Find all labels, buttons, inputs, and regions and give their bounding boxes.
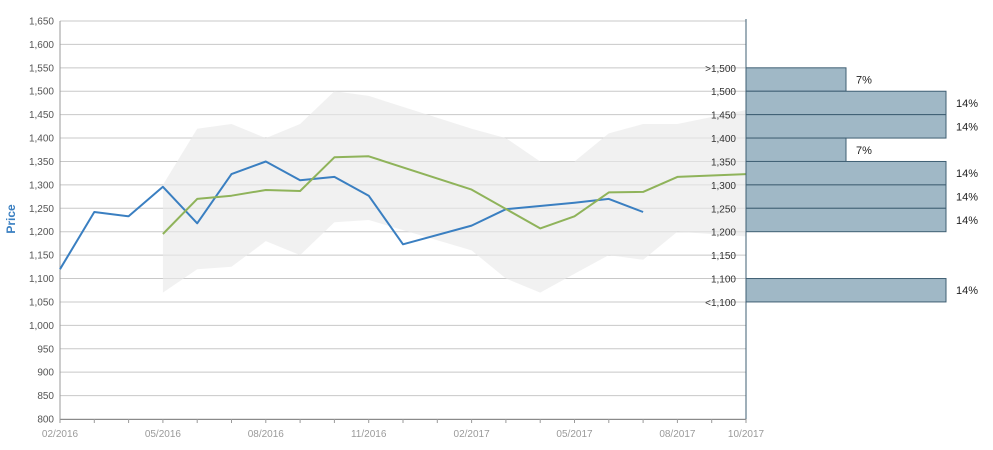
distribution-bar xyxy=(745,278,947,303)
y-tick-label: 1,000 xyxy=(29,321,54,332)
series-line-green xyxy=(162,155,747,235)
distribution-percent-label: 14% xyxy=(956,215,978,227)
distribution-bin-label: 1,250 xyxy=(711,204,736,215)
distribution-bar xyxy=(745,137,847,162)
x-tick-label: 11/2016 xyxy=(351,429,387,440)
distribution-bar xyxy=(745,114,947,139)
y-tick-label: 1,450 xyxy=(29,110,54,121)
y-tick-label: 950 xyxy=(37,344,54,355)
forecast-range-band xyxy=(162,91,746,293)
series-line-blue xyxy=(59,160,644,270)
x-tick-label: 05/2017 xyxy=(556,429,593,440)
distribution-bar xyxy=(745,184,947,209)
x-axis-tick-labels: 02/2016 05/2016 08/2016 11/2016 02/2017 05/20… xyxy=(42,429,765,440)
distribution-percent-label: 14% xyxy=(956,285,978,297)
x-tick-label: 08/2016 xyxy=(248,429,285,440)
y-tick-label: 1,650 xyxy=(29,17,54,28)
band-area xyxy=(162,91,746,293)
y-tick-label: 1,400 xyxy=(29,134,54,145)
y-tick-label: 850 xyxy=(37,391,54,402)
distribution-bin-label: 1,400 xyxy=(711,134,736,145)
distribution-bin-label: <1,100 xyxy=(705,298,736,309)
distribution-bin-label: 1,150 xyxy=(711,251,736,262)
distribution-bin-label: 1,300 xyxy=(711,181,736,192)
distribution-bin-label: 1,500 xyxy=(711,87,736,98)
distribution-percent-label: 14% xyxy=(956,168,978,180)
price-distribution-bars: 7% >1,500 14% 1,500 14% 1,450 7% 1,400 14% 1,350 1… xyxy=(705,64,978,309)
y-tick-label: 1,150 xyxy=(29,251,54,262)
distribution-bar xyxy=(745,160,947,186)
distribution-bar xyxy=(745,207,947,233)
distribution-bin-label: 1,200 xyxy=(711,228,736,239)
y-tick-label: 1,550 xyxy=(29,63,54,74)
x-tick-label: 02/2017 xyxy=(454,429,491,440)
distribution-bin-label: 1,450 xyxy=(711,111,736,122)
distribution-percent-label: 14% xyxy=(956,98,978,110)
distribution-percent-label: 7% xyxy=(856,145,872,157)
y-tick-label: 1,350 xyxy=(29,157,54,168)
distribution-percent-label: 14% xyxy=(956,121,978,133)
distribution-bin-label: 1,350 xyxy=(711,157,736,168)
y-tick-label: 1,100 xyxy=(29,274,54,285)
y-tick-label: 1,050 xyxy=(29,297,54,308)
distribution-bin-label: 1,100 xyxy=(711,275,736,286)
y-tick-label: 1,200 xyxy=(29,227,54,238)
y-tick-label: 1,600 xyxy=(29,40,54,51)
distribution-bar xyxy=(745,90,947,116)
x-tick-label: 05/2016 xyxy=(145,429,182,440)
x-tick-label: 10/2017 xyxy=(728,429,765,440)
distribution-bin-label: >1,500 xyxy=(705,64,736,75)
distribution-bar xyxy=(745,67,847,92)
y-tick-label: 800 xyxy=(37,415,54,426)
x-tick-label: 02/2016 xyxy=(42,429,79,440)
y-tick-label: 1,300 xyxy=(29,180,54,191)
y-axis-tick-labels: 800 850 900 950 1,000 1,050 1,100 1,150 1,200 1,2… xyxy=(29,17,54,426)
y-tick-label: 1,250 xyxy=(29,204,54,215)
distribution-percent-label: 14% xyxy=(956,192,978,204)
x-tick-label: 08/2017 xyxy=(659,429,696,440)
y-axis-label: Price xyxy=(4,204,18,234)
y-tick-label: 900 xyxy=(37,368,54,379)
distribution-percent-label: 7% xyxy=(856,75,872,87)
y-tick-label: 1,500 xyxy=(29,87,54,98)
price-series xyxy=(59,155,747,270)
